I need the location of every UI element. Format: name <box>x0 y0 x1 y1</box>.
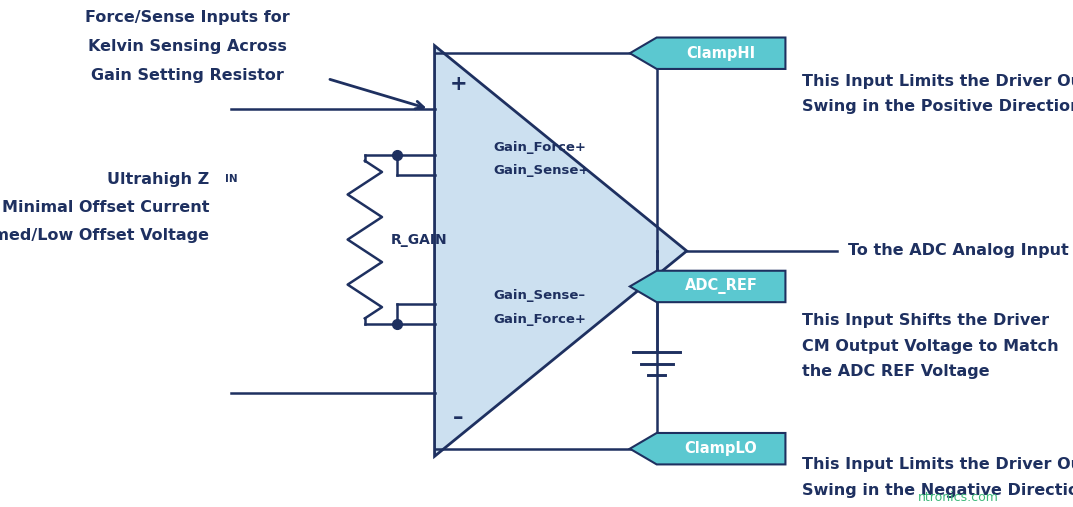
Text: +: + <box>450 74 467 94</box>
Polygon shape <box>435 46 687 456</box>
Text: This Input Shifts the Driver: This Input Shifts the Driver <box>802 313 1048 329</box>
Text: This Input Limits the Driver Output: This Input Limits the Driver Output <box>802 74 1073 89</box>
Text: the ADC REF Voltage: the ADC REF Voltage <box>802 364 989 379</box>
Text: ClampHI: ClampHI <box>687 46 755 61</box>
Text: Gain_Force+: Gain_Force+ <box>494 140 587 154</box>
Text: Force/Sense Inputs for: Force/Sense Inputs for <box>86 10 290 25</box>
Text: Swing in the Positive Direction: Swing in the Positive Direction <box>802 99 1073 114</box>
Text: Ultrahigh Z: Ultrahigh Z <box>107 172 209 188</box>
Text: Gain_Sense–: Gain_Sense– <box>494 288 586 302</box>
Text: CM Output Voltage to Match: CM Output Voltage to Match <box>802 339 1058 354</box>
Text: Gain_Force+: Gain_Force+ <box>494 313 587 326</box>
Text: Gain Setting Resistor: Gain Setting Resistor <box>91 68 284 83</box>
Text: IN: IN <box>225 173 238 184</box>
Text: Gain_Sense+: Gain_Sense+ <box>494 164 590 177</box>
Text: Kelvin Sensing Across: Kelvin Sensing Across <box>88 39 288 54</box>
Text: Swing in the Negative Direction: Swing in the Negative Direction <box>802 483 1073 498</box>
Polygon shape <box>630 433 785 464</box>
Polygon shape <box>630 271 785 302</box>
Text: R_GAIN: R_GAIN <box>391 233 447 246</box>
Polygon shape <box>630 38 785 69</box>
Text: ADC_REF: ADC_REF <box>685 278 758 295</box>
Text: Trimmed/Low Offset Voltage: Trimmed/Low Offset Voltage <box>0 228 209 243</box>
Text: –: – <box>453 408 464 428</box>
Text: ntronics.com: ntronics.com <box>917 491 998 504</box>
Text: ClampLO: ClampLO <box>685 441 758 456</box>
Text: Minimal Offset Current: Minimal Offset Current <box>2 200 209 215</box>
Text: This Input Limits the Driver Output: This Input Limits the Driver Output <box>802 457 1073 473</box>
Text: To the ADC Analog Input: To the ADC Analog Input <box>848 243 1069 259</box>
